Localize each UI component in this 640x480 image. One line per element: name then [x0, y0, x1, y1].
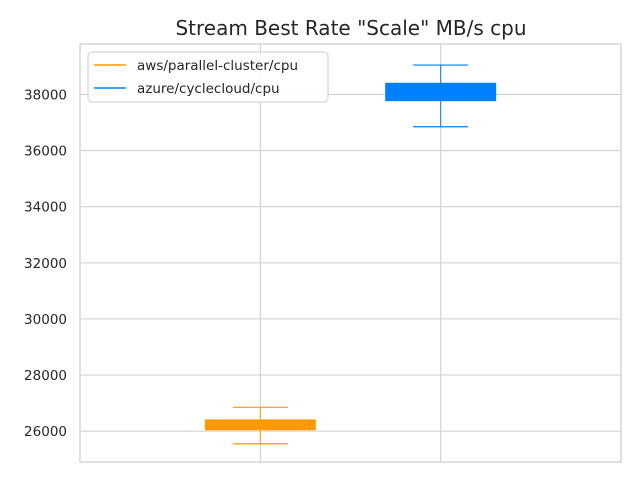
legend-box — [87, 51, 329, 103]
legend-label-azure: azure/cyclecloud/cpu — [137, 81, 280, 97]
y-tick-label: 38000 — [24, 87, 67, 103]
box-series — [204, 64, 497, 445]
y-tick-label: 34000 — [24, 200, 67, 216]
legend-label-aws: aws/parallel-cluster/cpu — [137, 58, 298, 74]
y-tick-label: 36000 — [24, 144, 67, 160]
plot-frame — [79, 43, 622, 463]
y-axis-ticks: 26000 28000 30000 32000 34000 36000 38000 — [24, 87, 67, 440]
y-tick-label: 26000 — [24, 424, 67, 440]
y-tick-label: 30000 — [24, 312, 67, 328]
y-tick-label: 32000 — [24, 256, 67, 272]
chart-title: Stream Best Rate "Scale" MB/s cpu — [175, 16, 526, 40]
box-group-0 — [204, 406, 316, 445]
y-tick-label: 28000 — [24, 368, 67, 384]
grid-lines — [80, 44, 621, 462]
box-group-1 — [385, 64, 497, 128]
legend: aws/parallel-cluster/cpu azure/cycleclou… — [87, 51, 329, 103]
